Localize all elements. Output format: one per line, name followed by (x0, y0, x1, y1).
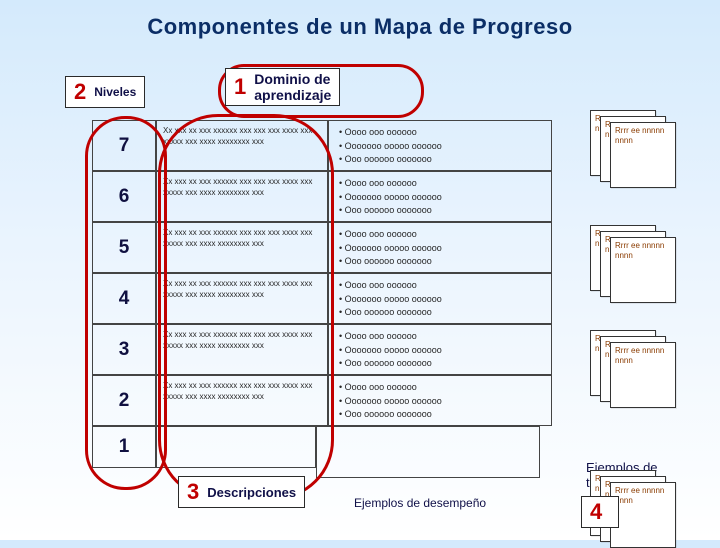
performance-cell: • Oooo ooo oooooo• Ooooooo ooooo oooooo•… (328, 171, 552, 222)
example-stack: Rrrr ee nnnnn nnnnRrrr ee nnnnn nnnnRrrr… (590, 330, 670, 392)
table-row: 7Xx xxx xx xxx xxxxxx xxx xxx xxx xxxx x… (92, 120, 572, 171)
table-row: 6Xx xxx xx xxx xxxxxx xxx xxx xxx xxxx x… (92, 171, 572, 222)
table-row: 5Xx xxx xx xxx xxxxxx xxx xxx xxx xxxx x… (92, 222, 572, 273)
table-row: 2Xx xxx xx xxx xxxxxx xxx xxx xxx xxxx x… (92, 375, 572, 426)
callout-4-num: 4 (590, 499, 602, 525)
performance-cell: • Oooo ooo oooooo• Ooooooo ooooo oooooo•… (328, 273, 552, 324)
callout-1: 1 Dominio de aprendizaje (225, 68, 340, 106)
callout-1-label: Dominio de aprendizaje (254, 71, 331, 103)
table-row: 1 (92, 426, 572, 477)
callout-3-num: 3 (187, 479, 199, 505)
example-card: Rrrr ee nnnnn nnnn (610, 482, 676, 548)
example-stack: Rrrr ee nnnnn nnnnRrrr ee nnnnn nnnnRrrr… (590, 225, 670, 287)
performance-cell: • Oooo ooo oooooo• Ooooooo ooooo oooooo•… (328, 120, 552, 171)
level-cell: 7 (92, 120, 156, 171)
description-cell: Xx xxx xx xxx xxxxxx xxx xxx xxx xxxx xx… (156, 171, 328, 222)
description-cell: Xx xxx xx xxx xxxxxx xxx xxx xxx xxxx xx… (156, 375, 328, 426)
callout-3-label: Descripciones (207, 485, 296, 500)
level-cell: 3 (92, 324, 156, 375)
callout-1-num: 1 (234, 74, 246, 100)
callout-2-label: Niveles (94, 85, 136, 99)
callout-4: 4 (581, 496, 619, 528)
performance-label: Ejemplos de desempeño (354, 496, 486, 510)
callout-2: 2 Niveles (65, 76, 145, 108)
page-title: Componentes de un Mapa de Progreso (0, 14, 720, 40)
level-cell: 4 (92, 273, 156, 324)
callout-3: 3 Descripciones (178, 476, 305, 508)
example-card: Rrrr ee nnnnn nnnn (610, 122, 676, 188)
performance-cell (316, 426, 540, 478)
description-cell: Xx xxx xx xxx xxxxxx xxx xxx xxx xxxx xx… (156, 324, 328, 375)
table-row: 3Xx xxx xx xxx xxxxxx xxx xxx xxx xxxx x… (92, 324, 572, 375)
level-cell: 6 (92, 171, 156, 222)
example-card: Rrrr ee nnnnn nnnn (610, 237, 676, 303)
description-cell: Xx xxx xx xxx xxxxxx xxx xxx xxx xxxx xx… (156, 273, 328, 324)
level-cell: 1 (92, 426, 156, 468)
performance-cell: • Oooo ooo oooooo• Ooooooo ooooo oooooo•… (328, 324, 552, 375)
description-cell: Xx xxx xx xxx xxxxxx xxx xxx xxx xxxx xx… (156, 120, 328, 171)
description-cell: Xx xxx xx xxx xxxxxx xxx xxx xxx xxxx xx… (156, 222, 328, 273)
performance-cell: • Oooo ooo oooooo• Ooooooo ooooo oooooo•… (328, 222, 552, 273)
performance-cell: • Oooo ooo oooooo• Ooooooo ooooo oooooo•… (328, 375, 552, 426)
example-stack: Rrrr ee nnnnn nnnnRrrr ee nnnnn nnnnRrrr… (590, 110, 670, 172)
table-row: 4Xx xxx xx xxx xxxxxx xxx xxx xxx xxxx x… (92, 273, 572, 324)
level-cell: 2 (92, 375, 156, 426)
description-cell (156, 426, 316, 468)
callout-2-num: 2 (74, 79, 86, 105)
progress-table: 7Xx xxx xx xxx xxxxxx xxx xxx xxx xxxx x… (92, 120, 572, 480)
example-card: Rrrr ee nnnnn nnnn (610, 342, 676, 408)
level-cell: 5 (92, 222, 156, 273)
